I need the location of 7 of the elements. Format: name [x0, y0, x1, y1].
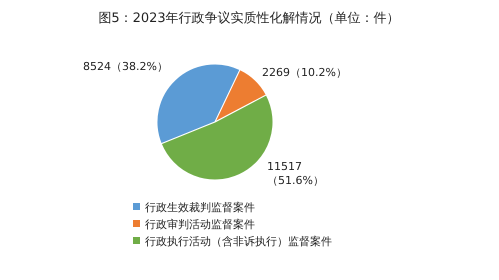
data-label: 2269（10.2%）	[262, 66, 347, 79]
chart-title: 图5：2023年行政争议实质性化解情况（单位：件）	[98, 11, 400, 26]
data-label: 8524（38.2%）	[83, 60, 168, 73]
legend-label: 行政执行活动（含非诉执行）监督案件	[145, 235, 332, 248]
legend-label: 行政审判活动监督案件	[145, 218, 255, 231]
data-label: 11517 （51.6%）	[267, 160, 324, 187]
legend-label: 行政生效裁判监督案件	[145, 201, 255, 214]
